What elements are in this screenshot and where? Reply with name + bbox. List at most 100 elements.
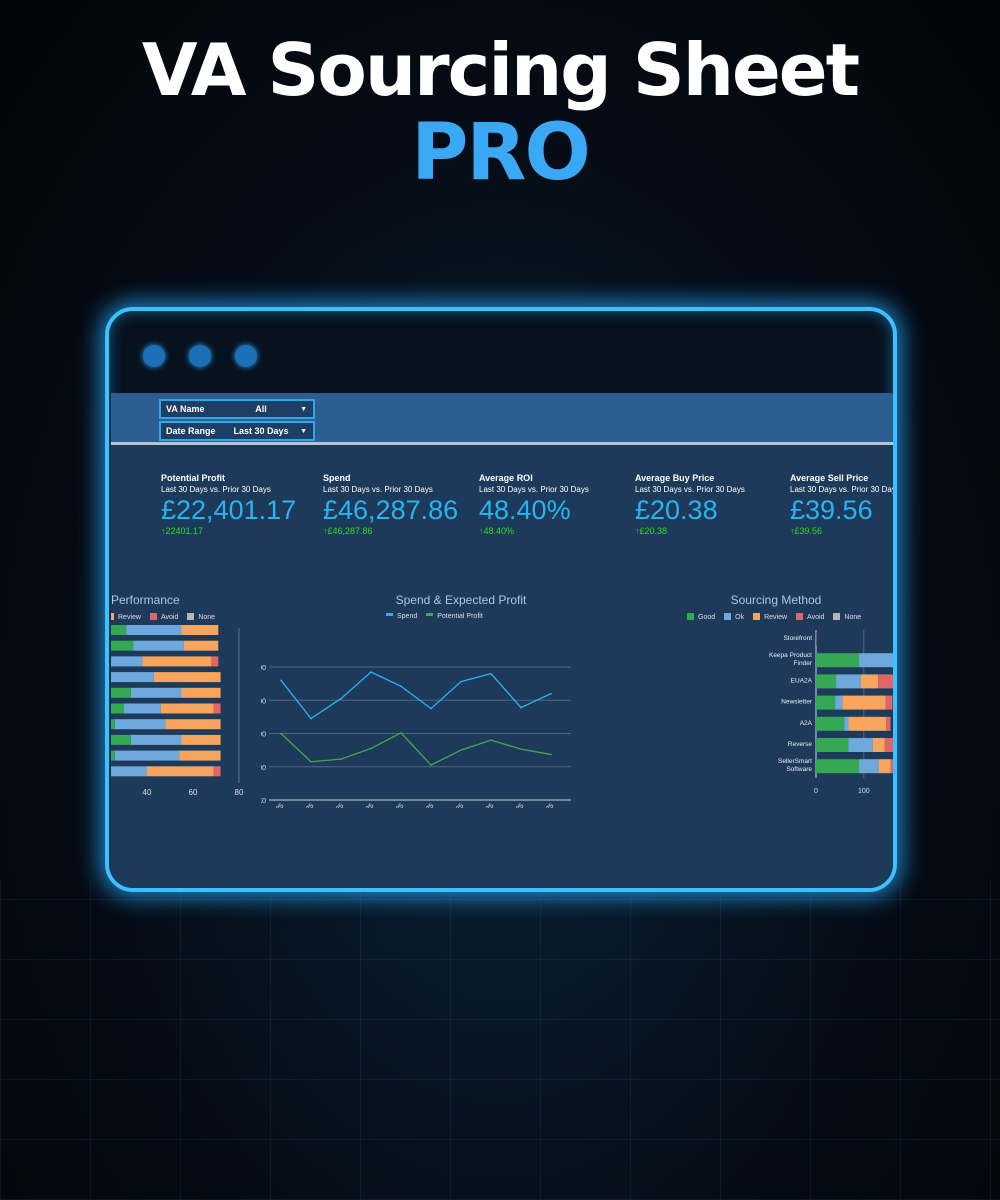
- performance-bar-ok: [111, 766, 147, 777]
- window-dot-icon[interactable]: [143, 345, 165, 367]
- category-label: A2A: [800, 720, 813, 727]
- performance-bar-ok: [133, 640, 184, 651]
- x-tick-label: 100: [858, 788, 870, 795]
- date-range-dropdown[interactable]: Date Range Last 30 Days ▼: [159, 421, 315, 441]
- performance-bar-good: [111, 703, 124, 714]
- performance-bar-review: [165, 719, 221, 730]
- line-spend: [280, 671, 552, 720]
- x-tick-label: 8-Sep-25: [470, 802, 495, 808]
- data-point: [340, 697, 342, 700]
- sourcing-bar-avoid: [886, 716, 891, 731]
- x-tick-label: 29-Aug-25: [287, 802, 315, 808]
- sourcing-bar-avoid: [890, 759, 893, 774]
- performance-bar-ok: [111, 672, 154, 683]
- kpi-delta: ↑£46,287.86: [323, 526, 373, 536]
- sourcing-bar-good: [816, 695, 836, 710]
- sourcing-chart: 010020030040StorefrontKeepa ProductFinde…: [769, 630, 893, 795]
- data-point: [460, 749, 462, 751]
- dropdown-label: Date Range: [166, 426, 216, 436]
- category-label: Newsletter: [781, 699, 813, 706]
- data-point: [550, 753, 552, 756]
- x-tick-label: 60: [189, 788, 198, 797]
- kpi-subtitle: Last 30 Days vs. Prior 30 Days: [790, 485, 897, 494]
- legend-good: Good: [687, 613, 715, 621]
- legend-ok: Ok: [724, 613, 744, 621]
- performance-bar-avoid: [213, 766, 221, 777]
- data-point: [430, 764, 432, 766]
- kpi-title: Average Buy Price: [635, 473, 715, 483]
- data-point: [550, 692, 552, 695]
- line-potential-profit: [280, 732, 552, 766]
- sourcing-bar-review: [872, 738, 885, 752]
- sourcing-bar-review: [848, 716, 887, 731]
- sourcing-bar-ok: [859, 653, 893, 668]
- kpi-title: Average Sell Price: [790, 473, 869, 483]
- headline-pro: PRO: [411, 108, 591, 198]
- performance-bar-ok: [114, 750, 180, 761]
- sourcing-bar-ok: [836, 674, 861, 689]
- dropdown-label: VA Name: [166, 404, 205, 414]
- performance-bar-review: [179, 750, 221, 761]
- data-point: [490, 739, 492, 741]
- kpi-title: Potential Profit: [161, 473, 226, 483]
- category-label: Software: [786, 766, 812, 773]
- kpi-subtitle: Last 30 Days vs. Prior 30 Days: [479, 485, 589, 494]
- performance-bar-review: [160, 703, 214, 714]
- data-point: [280, 679, 282, 682]
- performance-bar-avoid: [211, 656, 219, 667]
- legend-avoid: Avoid: [796, 613, 824, 621]
- sourcing-bar-good: [816, 738, 849, 752]
- kpi-card: Average Buy Price Last 30 Days vs. Prior …: [635, 473, 745, 536]
- sourcing-bar-good: [816, 716, 845, 731]
- sourcing-bar-review: [860, 674, 879, 689]
- sourcing-bar-review: [842, 695, 886, 710]
- x-tick-label: 5-Sep-25: [440, 802, 465, 808]
- category-label: Storefront: [783, 635, 812, 642]
- performance-bar-ok: [111, 656, 143, 667]
- kpi-card: Spend Last 30 Days vs. Prior 30 Days £46,2…: [323, 473, 458, 536]
- kpi-value: £20.38: [635, 495, 718, 525]
- data-point: [280, 732, 282, 735]
- window-dot-icon[interactable]: [235, 345, 257, 367]
- performance-bar-ok: [124, 703, 161, 714]
- x-tick-label: 3-Sep-25: [380, 802, 405, 808]
- category-label: EUA2A: [791, 677, 813, 684]
- sourcing-bar-avoid: [885, 695, 893, 710]
- window-dot-icon[interactable]: [189, 345, 211, 367]
- kpi-card: Potential Profit Last 30 Days vs. Prior 3…: [161, 473, 296, 536]
- performance-bar-ok: [114, 719, 166, 730]
- data-point: [370, 671, 372, 673]
- legend-none: None: [833, 613, 861, 621]
- legend-avoid: Avoid: [149, 613, 178, 621]
- performance-bar-review: [153, 672, 221, 683]
- kpi-subtitle: Last 30 Days vs. Prior 30 Days: [323, 485, 433, 494]
- performance-bar-review: [181, 687, 221, 698]
- performance-bar-review: [142, 656, 212, 667]
- va-name-dropdown[interactable]: VA Name All ▼: [159, 399, 315, 419]
- sourcing-bar-good: [816, 759, 860, 774]
- data-point: [430, 707, 432, 710]
- x-tick-label: 0: [814, 788, 818, 795]
- line-chart: £0£1000£2000£3000£400028-Aug-2529-Aug-25…: [261, 665, 571, 808]
- kpi-value: £22,401.17: [161, 495, 297, 525]
- caret-down-icon: ▼: [300, 405, 307, 413]
- data-point: [520, 748, 522, 750]
- kpi-subtitle: Last 30 Days vs. Prior 30 Days: [635, 485, 745, 494]
- performance-chart: 40 60 80: [111, 625, 244, 797]
- x-tick-label: 80: [235, 788, 244, 797]
- sourcing-bar-ok: [835, 695, 843, 710]
- sourcing-bar-good: [816, 653, 860, 668]
- sourcing-bar-good: [816, 674, 837, 689]
- performance-bar-good: [111, 687, 131, 698]
- performance-bar-review: [147, 766, 214, 777]
- performance-bar-good: [111, 719, 115, 730]
- kpi-card: Average Sell Price Last 30 Days vs. Prior…: [790, 473, 897, 536]
- legend-review: Review: [111, 613, 141, 621]
- dropdown-value: All: [255, 404, 267, 414]
- sourcing-bar-ok: [844, 716, 849, 731]
- line-legend: Spend Potential Profit: [386, 613, 483, 620]
- y-tick-label: £4000: [261, 665, 266, 672]
- kpi-delta: ↑£39.56: [790, 526, 823, 536]
